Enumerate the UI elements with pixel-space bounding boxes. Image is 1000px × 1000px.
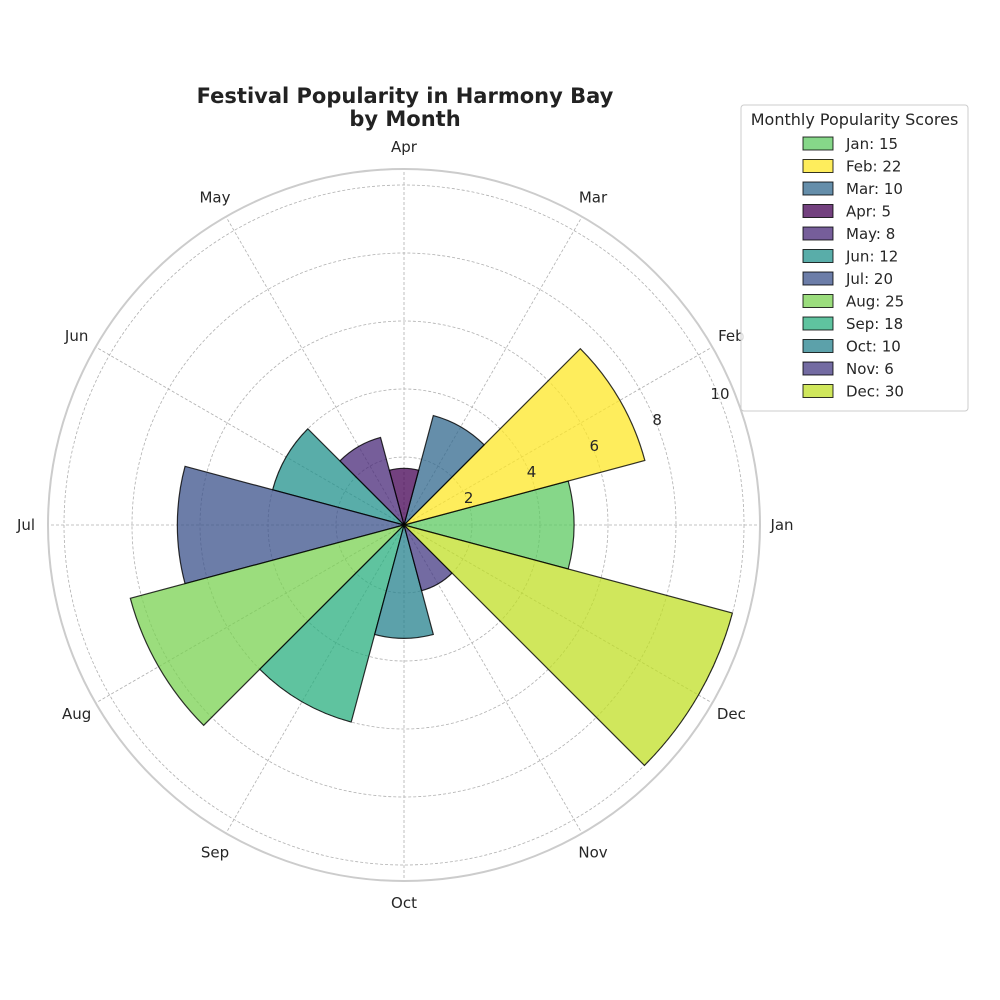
legend-entry-label: Aug: 25: [846, 293, 904, 311]
chart-subtitle: by Month: [349, 107, 460, 131]
tick-label-feb: Feb: [718, 327, 745, 345]
legend-swatch: [802, 361, 834, 376]
bar-feb: [401, 347, 646, 527]
outer-circle: [47, 168, 761, 882]
legend-swatch: [802, 181, 834, 196]
bar-aug: [129, 523, 407, 727]
grid-spoke: [225, 216, 405, 526]
legend-box: [740, 104, 969, 412]
bar-sep: [258, 522, 406, 723]
radial-tick-label: 4: [527, 463, 537, 481]
grid-spoke: [403, 524, 583, 834]
legend-entry-label: Apr: 5: [846, 203, 891, 221]
bar-dec: [401, 523, 734, 767]
radial-tick-label: 2: [464, 489, 474, 507]
legend-swatch: [802, 226, 834, 241]
legend-entry-label: May: 8: [846, 225, 895, 243]
legend-entry-label: Jun: 12: [845, 248, 898, 266]
legend-entry-label: Oct: 10: [846, 338, 901, 356]
legend-swatch: [802, 384, 834, 398]
legend-swatch: [802, 294, 834, 308]
bar-group: [129, 347, 734, 767]
legend-swatch: [802, 271, 834, 286]
radial-tick-labels: 2 4 6 8 10: [464, 385, 730, 507]
angular-tick-labels: Jan Feb Mar Apr May Jun Jul Aug Sep Oct Nov Dec: [16, 138, 794, 912]
radial-tick-label: 6: [590, 437, 600, 455]
bar-jan: [401, 480, 575, 570]
chart-title: Festival Popularity in Harmony Bay: [197, 84, 614, 108]
legend-entry-label: Dec: 30: [846, 383, 904, 401]
tick-label-jul: Jul: [16, 516, 35, 534]
tick-label-may: May: [199, 189, 230, 207]
legend-entry-label: Feb: 22: [846, 158, 901, 176]
tick-label-oct: Oct: [391, 894, 417, 912]
grid-spoke: [403, 216, 583, 526]
radial-tick-label: 10: [710, 385, 729, 403]
tick-label-jun: Jun: [64, 327, 88, 345]
bar-mar: [402, 414, 485, 528]
legend-entry-label: Nov: 6: [846, 360, 894, 378]
legend-swatch: [802, 249, 834, 263]
legend: Monthly Popularity Scores Jan: 15 Feb: 22 M…: [740, 104, 969, 412]
tick-label-nov: Nov: [578, 843, 607, 861]
tick-label-jan: Jan: [769, 516, 793, 534]
legend-swatch: [802, 159, 834, 173]
bar-jul: [176, 465, 407, 585]
legend-entry-label: Jan: 15: [845, 135, 898, 153]
radial-tick-label: 8: [652, 411, 662, 429]
legend-entry-label: Mar: 10: [846, 180, 903, 198]
legend-swatch: [802, 316, 834, 331]
legend-entry-label: Jul: 20: [845, 270, 893, 288]
legend-swatch: [802, 204, 834, 218]
tick-label-dec: Dec: [717, 705, 746, 723]
legend-entry-label: Sep: 18: [846, 315, 903, 333]
legend-title: Monthly Popularity Scores: [751, 110, 959, 129]
tick-label-sep: Sep: [201, 843, 229, 861]
tick-label-mar: Mar: [579, 189, 608, 207]
tick-label-aug: Aug: [62, 705, 91, 723]
legend-swatch: [802, 136, 834, 151]
tick-label-apr: Apr: [391, 138, 418, 156]
grid-spoke: [95, 346, 405, 526]
bar-oct: [373, 522, 435, 639]
legend-swatch: [802, 339, 834, 353]
